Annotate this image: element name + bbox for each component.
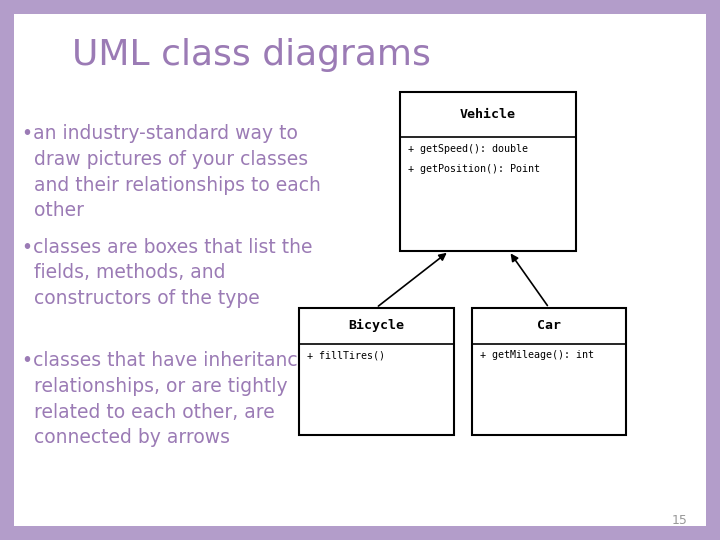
- Text: Car: Car: [537, 319, 561, 333]
- Text: + getPosition(): Point: + getPosition(): Point: [408, 164, 540, 174]
- Text: + getMileage(): int: + getMileage(): int: [480, 350, 594, 360]
- Bar: [472, 308, 626, 435]
- Text: + getSpeed(): double: + getSpeed(): double: [408, 144, 528, 154]
- Text: •classes that have inheritance
  relationships, or are tightly
  related to each: •classes that have inheritance relations…: [22, 351, 309, 447]
- Text: Vehicle: Vehicle: [460, 108, 516, 121]
- Text: + fillTires(): + fillTires(): [307, 350, 385, 360]
- Text: •an industry-standard way to
  draw pictures of your classes
  and their relatio: •an industry-standard way to draw pictur…: [22, 124, 320, 220]
- Text: UML class diagrams: UML class diagrams: [72, 38, 431, 72]
- Bar: [299, 308, 454, 435]
- Text: •classes are boxes that list the
  fields, methods, and
  constructors of the ty: •classes are boxes that list the fields,…: [22, 238, 312, 308]
- Text: 15: 15: [672, 514, 688, 526]
- Bar: [400, 92, 576, 251]
- Text: Bicycle: Bicycle: [348, 319, 404, 333]
